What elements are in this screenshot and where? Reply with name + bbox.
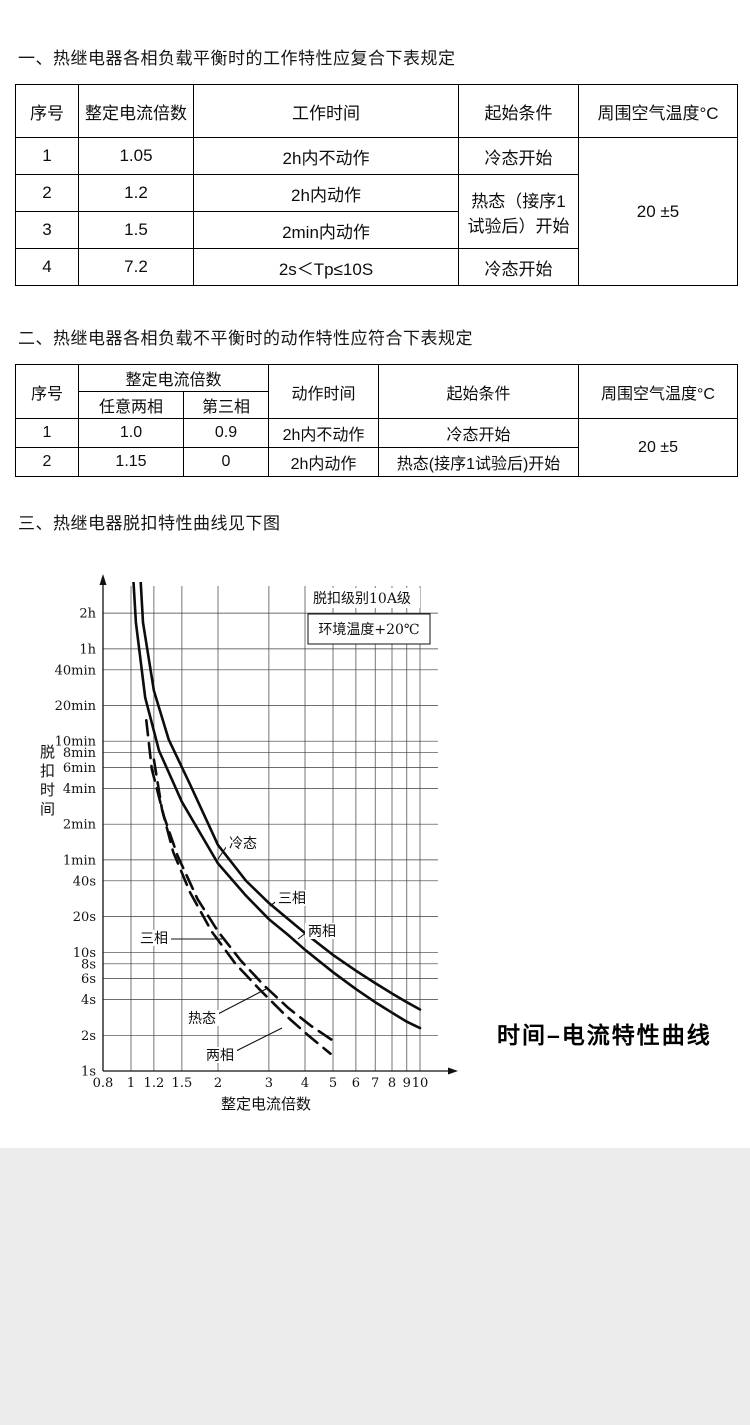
bottom-gray-strip: 产品细节 bbox=[0, 1148, 750, 1425]
curve-label: 两相 bbox=[206, 1048, 234, 1064]
section-1-heading: 一、热继电器各相负载平衡时的工作特性应复合下表规定 bbox=[18, 49, 456, 68]
y-tick-label: 20s bbox=[73, 910, 96, 925]
x-tick-label: 7 bbox=[371, 1076, 379, 1091]
x-tick-label: 9 bbox=[403, 1076, 411, 1091]
y-tick-label: 10min bbox=[55, 735, 97, 750]
curve-label: 三相 bbox=[278, 891, 306, 907]
table-cell: 2h内不动作 bbox=[268, 418, 380, 448]
y-tick-label: 40s bbox=[73, 874, 96, 889]
section-3-heading: 三、热继电器脱扣特性曲线见下图 bbox=[18, 514, 281, 533]
section-2-heading: 二、热继电器各相负载不平衡时的动作特性应符合下表规定 bbox=[18, 329, 473, 348]
y-axis-arrow bbox=[99, 574, 107, 585]
table-cell: 任意两相 bbox=[78, 391, 184, 419]
y-tick-label: 10s bbox=[73, 946, 96, 961]
trip-curve bbox=[139, 582, 422, 1011]
curve-label: 热态 bbox=[188, 1011, 216, 1027]
x-tick-label: 4 bbox=[301, 1076, 309, 1091]
table-cell: 20 ±5 bbox=[578, 418, 739, 477]
balanced-load-characteristics-table: 序号 整定电流倍数 工作时间 起始条件 周围空气温度°C 1 1.05 2h内不动作 冷态开始 2… bbox=[15, 84, 738, 286]
y-tick-label: 2h bbox=[79, 607, 96, 622]
y-tick-label: 2s bbox=[81, 1029, 96, 1044]
chart-y-axis-label: 脱扣时间 bbox=[38, 744, 55, 820]
table-header-cell: 起始条件 bbox=[458, 84, 579, 138]
x-axis-arrow bbox=[448, 1067, 458, 1075]
trip-class-annotation: 脱扣级别10A级 bbox=[313, 591, 411, 607]
y-tick-label: 4min bbox=[63, 782, 97, 797]
y-tick-label: 6min bbox=[63, 761, 97, 776]
table-cell: 3 bbox=[15, 211, 79, 249]
table-cell: 2h内动作 bbox=[193, 174, 459, 212]
table-header-cell: 周围空气温度°C bbox=[578, 84, 738, 138]
table-cell: 冷态开始 bbox=[378, 418, 580, 448]
table-cell: 周围空气温度°C bbox=[578, 364, 739, 419]
y-tick-label: 6s bbox=[81, 972, 96, 987]
trip-characteristic-chart: 2h 1h 40min 20min 10min 8min 6min 4min 2min 1min 4… bbox=[30, 570, 470, 1130]
table-cell: 4 bbox=[15, 248, 79, 286]
table-cell: 热态（接序1 试验后）开始 bbox=[458, 174, 579, 249]
curve-label: 两相 bbox=[308, 924, 336, 940]
y-tick-label: 1h bbox=[79, 642, 96, 657]
table-cell: 1 bbox=[15, 137, 79, 175]
y-tick-label: 20min bbox=[55, 699, 97, 714]
table-cell: 1.2 bbox=[78, 174, 194, 212]
curve-label-leader bbox=[215, 988, 267, 1016]
table-cell: 2 bbox=[15, 174, 79, 212]
y-tick-label: 8s bbox=[81, 957, 96, 972]
table-cell: 冷态开始 bbox=[458, 248, 579, 286]
y-tick-label: 4s bbox=[81, 993, 96, 1008]
table-cell: 冷态开始 bbox=[458, 137, 579, 175]
ambient-temp-annotation: 环境温度+20℃ bbox=[318, 622, 419, 638]
table-cell: 7.2 bbox=[78, 248, 194, 286]
table-header-cell: 工作时间 bbox=[193, 84, 459, 138]
table-cell: 0 bbox=[182, 447, 270, 477]
y-tick-label: 1s bbox=[81, 1065, 96, 1080]
table-cell: 第三相 bbox=[182, 391, 270, 419]
ambient-temp-box bbox=[307, 613, 431, 645]
table-cell: 20 ±5 bbox=[578, 137, 738, 286]
table-cell: 2s＜Tp≤10S bbox=[193, 248, 459, 286]
x-tick-label: 2 bbox=[214, 1076, 222, 1091]
table-cell: 序号 bbox=[15, 364, 79, 419]
table-cell: 2h内动作 bbox=[268, 447, 380, 477]
y-tick-label: 40min bbox=[55, 663, 97, 678]
trip-curve bbox=[132, 582, 422, 1030]
x-tick-label: 1.2 bbox=[144, 1076, 165, 1091]
table-cell: 0.9 bbox=[182, 418, 270, 448]
table-cell: 整定电流倍数 bbox=[77, 364, 270, 392]
chart-x-axis-label: 整定电流倍数 bbox=[220, 1096, 311, 1113]
table-cell: 起始条件 bbox=[378, 364, 580, 419]
curve-label-leader bbox=[233, 1027, 283, 1053]
table-cell: 热态(接序1试验后)开始 bbox=[378, 447, 580, 477]
table-header-cell: 序号 bbox=[15, 84, 79, 138]
table-cell: 1.15 bbox=[78, 447, 184, 477]
trip-curve bbox=[145, 719, 335, 1042]
trip-curve bbox=[152, 758, 332, 1055]
x-tick-label: 10 bbox=[412, 1076, 429, 1091]
x-tick-label: 0.8 bbox=[93, 1076, 114, 1091]
y-tick-label: 1min bbox=[63, 853, 97, 868]
chart-title: 时间–电流特性曲线 bbox=[497, 1022, 712, 1048]
table-cell: 1.0 bbox=[78, 418, 184, 448]
table-cell: 1.05 bbox=[78, 137, 194, 175]
y-tick-label: 2min bbox=[63, 818, 97, 833]
table-cell: 1 bbox=[15, 418, 79, 448]
table-cell: 动作时间 bbox=[268, 364, 380, 419]
y-tick-label: 8min bbox=[63, 746, 97, 761]
x-tick-label: 3 bbox=[265, 1076, 273, 1091]
table-cell: 2h内不动作 bbox=[193, 137, 459, 175]
x-tick-label: 5 bbox=[329, 1076, 337, 1091]
table-header-cell: 整定电流倍数 bbox=[78, 84, 194, 138]
table-cell: 1.5 bbox=[78, 211, 194, 249]
unbalanced-load-characteristics-table: 序号 整定电流倍数 动作时间 起始条件 周围空气温度°C 任意两相 第三相 1 1.0 0.9 2h… bbox=[15, 364, 739, 477]
x-tick-label: 1.5 bbox=[172, 1076, 193, 1091]
table-cell: 2min内动作 bbox=[193, 211, 459, 249]
x-tick-label: 6 bbox=[352, 1076, 360, 1091]
curve-label: 三相 bbox=[140, 931, 168, 947]
x-tick-label: 8 bbox=[388, 1076, 396, 1091]
x-tick-label: 1 bbox=[127, 1076, 135, 1091]
table-cell: 2 bbox=[15, 447, 79, 477]
curve-label: 冷态 bbox=[229, 836, 257, 852]
